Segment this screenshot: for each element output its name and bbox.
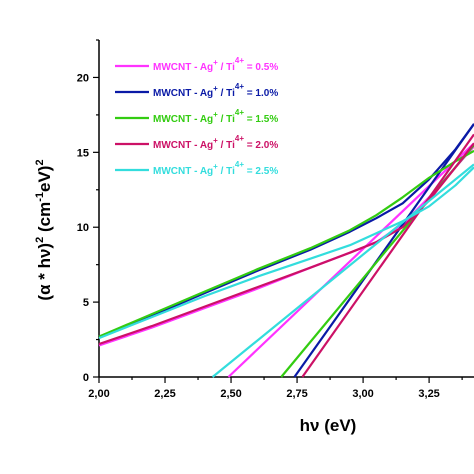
y-tick-label: 10 <box>77 222 89 234</box>
tangent-line-4 <box>301 133 474 378</box>
series-layer <box>98 123 474 378</box>
tangent-line-2 <box>293 123 474 378</box>
legend: MWCNT - Ag+ / Ti4+ = 0.5% MWCNT - Ag+ / T… <box>115 56 278 177</box>
legend-label-4: MWCNT - Ag+ / Ti4+ = 2.0% <box>153 134 278 151</box>
y-axis-title-exp1: 2 <box>34 237 46 243</box>
tangent-line-5 <box>211 163 474 378</box>
series-line-4 <box>98 142 474 346</box>
x-tick-label: 3,00 <box>352 388 373 400</box>
y-axis-title-lead: (α * hν) <box>35 243 54 301</box>
x-axis-title: hν (eV) <box>300 416 357 435</box>
tangent-line-1 <box>227 142 474 378</box>
y-tick-label: 0 <box>83 372 89 384</box>
x-tick-label: 2,00 <box>88 388 109 400</box>
x-tick-label: 2,75 <box>286 388 307 400</box>
y-axis-title-exp3: 2 <box>34 159 46 165</box>
y-axis-title: (α * hν)2 (cm-1eV)2 <box>34 159 54 300</box>
y-axis-title-mid: (cm <box>35 202 54 237</box>
series-line-3 <box>98 149 474 338</box>
legend-label-3: MWCNT - Ag+ / Ti4+ = 1.5% <box>153 108 278 125</box>
legend-label-1: MWCNT - Ag+ / Ti4+ = 0.5% <box>153 56 278 73</box>
series-line-5 <box>98 166 474 340</box>
legend-label-5: MWCNT - Ag+ / Ti4+ = 2.5% <box>153 160 278 177</box>
y-tick-label: 20 <box>77 72 89 84</box>
x-tick-label: 3,25 <box>418 388 439 400</box>
x-tick-label: 2,25 <box>154 388 175 400</box>
y-tick-label: 15 <box>77 147 89 159</box>
y-axis-title-tail: eV) <box>35 166 54 192</box>
x-tick-label: 2,50 <box>220 388 241 400</box>
y-tick-label: 5 <box>83 297 89 309</box>
series-line-2 <box>98 123 474 338</box>
legend-label-2: MWCNT - Ag+ / Ti4+ = 1.0% <box>153 82 278 99</box>
y-axis-title-exp2: -1 <box>34 192 46 202</box>
axes: 0 5 10 15 20 2,00 2,25 2,50 2,75 3,00 3,25 <box>77 39 474 400</box>
